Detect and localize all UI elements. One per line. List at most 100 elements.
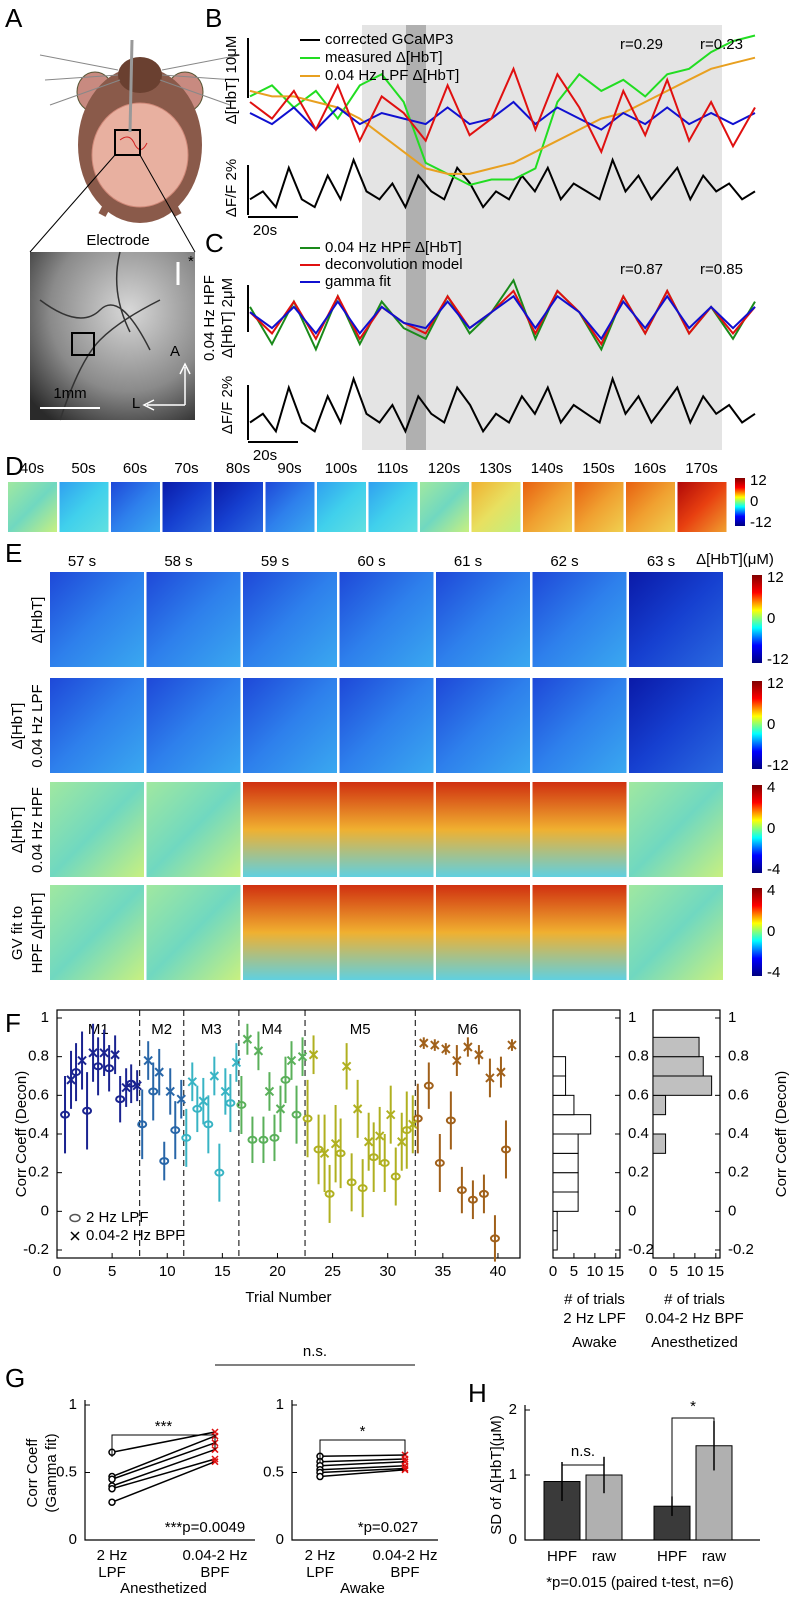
x-axis-label: Awake [340, 1580, 385, 1597]
x-tick-label: 40 [490, 1263, 507, 1280]
marker [192, 1104, 203, 1113]
label: L [132, 395, 140, 412]
marker [496, 1067, 506, 1077]
map-image [436, 678, 530, 773]
x-tick-label: 10 [159, 1263, 176, 1280]
marker [441, 1044, 451, 1054]
y-tick-label: 1 [276, 1396, 284, 1413]
panel-label: H [468, 1378, 487, 1408]
marker [253, 1046, 264, 1056]
marker [236, 1101, 247, 1109]
marker [341, 1061, 352, 1072]
hist-bar [652, 1036, 700, 1058]
map-image [629, 572, 723, 667]
marker [211, 1455, 219, 1463]
marker [143, 1055, 153, 1066]
marker [132, 1080, 142, 1091]
marker [286, 1055, 297, 1066]
x-tick-label: 35 [434, 1263, 451, 1280]
time-label: 40s [20, 460, 44, 477]
legend-label: corrected GCaMP3 [325, 31, 453, 48]
marker [214, 1168, 225, 1177]
group-label: M5 [350, 1021, 371, 1038]
marker [463, 1042, 473, 1052]
trace [249, 34, 756, 187]
marker [220, 1086, 231, 1097]
marker [408, 1119, 418, 1130]
y-tick-label: -0.2 [728, 1241, 754, 1258]
y-tick-label: 0.2 [728, 1164, 749, 1181]
marker [187, 1077, 197, 1087]
marker [198, 1096, 209, 1106]
time-label: 62 s [550, 553, 578, 570]
x-axis-label: Anesthetized [120, 1580, 207, 1597]
y-tick-label: 0 [41, 1202, 49, 1219]
pair-line [111, 1458, 216, 1490]
bracket [319, 1439, 406, 1462]
map-image [162, 482, 212, 532]
legend-marker [69, 1213, 81, 1223]
y-tick-label: 1 [41, 1009, 49, 1026]
y-tick-label: -0.2 [23, 1241, 49, 1258]
map-image [339, 782, 434, 877]
map-image [265, 482, 315, 532]
marker [170, 1126, 181, 1135]
map-image [50, 782, 144, 877]
legend-label: 2 Hz LPF [86, 1209, 149, 1226]
y-tick-label: 2 [509, 1401, 517, 1418]
pair-line [111, 1461, 216, 1503]
x-tick-label: 5 [670, 1263, 678, 1280]
group-label: M3 [201, 1021, 222, 1038]
colorbar-label: -4 [767, 861, 780, 878]
x-tick-label: 0 [53, 1263, 61, 1280]
time-label: 150s [582, 460, 615, 477]
x-axis-label: 0.04-2 Hz BPF [645, 1310, 743, 1327]
unit-label: Δ[HbT](μM) [696, 551, 774, 568]
bracket [671, 1417, 715, 1508]
annotation: r=0.29 [620, 36, 663, 53]
pair-line [319, 1460, 406, 1467]
x-tick-label: 0.04-2 Hz [372, 1547, 437, 1564]
axis-label: ΔF/F 2% [219, 376, 236, 434]
x-tick-label: 15 [607, 1263, 624, 1280]
hist-bar [552, 1152, 579, 1174]
caption: Awake [572, 1334, 617, 1351]
pair-line [319, 1465, 406, 1471]
marker [231, 1057, 242, 1068]
time-label: 100s [325, 460, 358, 477]
marker [352, 1104, 363, 1114]
map-image [243, 885, 337, 980]
label: 20s [253, 222, 277, 239]
marker [445, 1116, 456, 1125]
axis-label: Δ[HbT] 10μM [223, 36, 240, 125]
map-image [574, 482, 624, 532]
marker [66, 1075, 76, 1085]
pair-line [111, 1435, 216, 1478]
trace [249, 294, 756, 341]
colorbar [752, 575, 762, 663]
hist-bar [552, 1172, 579, 1193]
marker [478, 1189, 489, 1198]
pair-line [319, 1458, 406, 1463]
group-label: M2 [151, 1021, 172, 1038]
marker [401, 1126, 412, 1135]
colorbar-label: 0 [767, 923, 775, 940]
y-tick-label: 0.8 [28, 1048, 49, 1065]
colorbar-label: 0 [767, 716, 775, 733]
y-tick-label: 1 [509, 1466, 517, 1483]
marker [280, 1075, 291, 1084]
hist-bar [652, 1133, 667, 1154]
marker [104, 1064, 115, 1073]
y-tick-label: 0.4 [728, 1125, 749, 1142]
x-axis-label: Trial Number [245, 1289, 331, 1306]
y-tick-label: 1 [69, 1396, 77, 1413]
row-label: 0.04 Hz LPF [29, 684, 46, 767]
marker [485, 1073, 495, 1083]
y-tick-label: 0 [69, 1531, 77, 1548]
map-image [532, 572, 627, 667]
legend-label: measured Δ[HbT] [325, 49, 443, 66]
map-image [50, 678, 144, 773]
marker [275, 1104, 286, 1114]
map-image [146, 572, 241, 667]
